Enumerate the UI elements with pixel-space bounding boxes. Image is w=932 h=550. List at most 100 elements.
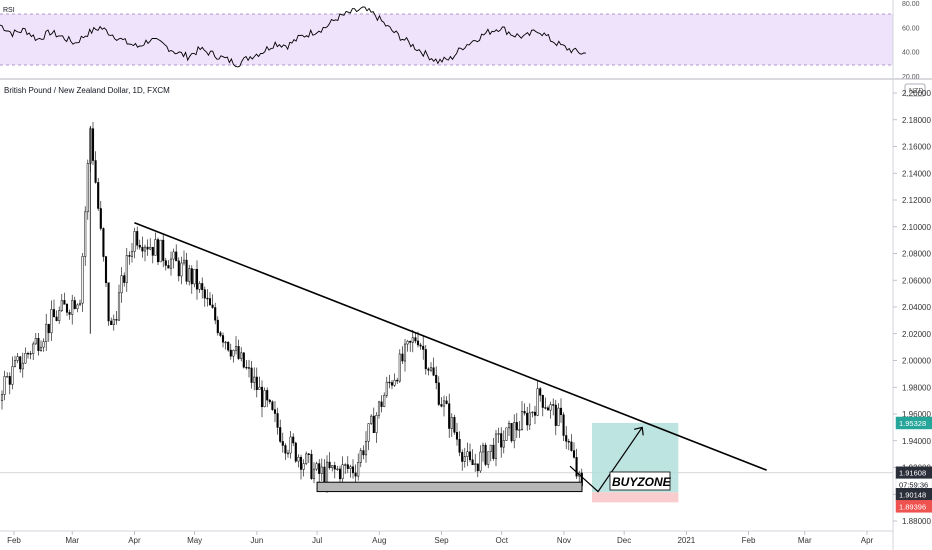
time-tick-label: Mar (65, 536, 79, 545)
candle-body (318, 463, 321, 474)
candle-body (130, 251, 134, 257)
candle-body (136, 231, 139, 246)
candle-body (463, 456, 466, 462)
rsi-band (0, 14, 893, 65)
price-tick-label: 1.98000 (902, 383, 931, 392)
candle-body (422, 345, 425, 350)
candle-body (570, 441, 573, 451)
candle-body (281, 441, 284, 446)
candle-body (29, 353, 32, 355)
candle-body (307, 453, 310, 455)
candle-body (6, 376, 9, 378)
candle-body (497, 433, 500, 435)
candle-body (16, 356, 19, 361)
projection-arrowhead (634, 426, 644, 436)
candle-body (128, 255, 131, 257)
candle-body (71, 300, 74, 315)
candle-body (435, 374, 438, 384)
candle-body (242, 352, 245, 368)
candle-body (518, 429, 521, 431)
candle-body (370, 415, 373, 424)
time-tick-label: Nov (557, 536, 571, 545)
candle-body (536, 388, 539, 416)
candle-body (484, 444, 487, 465)
candle-body (476, 463, 479, 472)
candle-body (94, 160, 97, 183)
candle-body (154, 239, 157, 256)
candle-body (541, 395, 544, 408)
time-tick-label: Feb (742, 536, 756, 545)
candle-body (510, 423, 513, 442)
time-axis[interactable]: Feb Mar Apr May Jun Jul Aug Sep Oct Nov Dec 2021 Feb… (7, 531, 874, 545)
candle-body (377, 401, 381, 416)
buy-zone-label: BUYZONE (612, 475, 672, 489)
candle-body (208, 298, 212, 306)
candle-body (117, 292, 121, 321)
candle-body (42, 341, 45, 348)
candle-body (99, 208, 102, 229)
candle-body (297, 456, 300, 462)
candle-body (362, 450, 365, 456)
candle-body (416, 340, 420, 346)
candle-body (546, 407, 550, 411)
candle-body (86, 163, 89, 213)
candle-body (97, 182, 100, 209)
projection-arrow (569, 427, 643, 493)
rsi-tick-label: 20.00 (902, 74, 920, 81)
candle-body (198, 283, 201, 290)
time-tick-label: Jun (250, 536, 263, 545)
candle-body (562, 414, 565, 436)
candle-body (227, 341, 230, 351)
time-tick-label: Oct (495, 536, 508, 545)
candle-body (279, 427, 282, 442)
candle-body (531, 411, 534, 414)
candle-body (315, 463, 318, 470)
candle-body (201, 283, 204, 290)
time-tick-label: May (187, 536, 202, 545)
candle-body (214, 307, 217, 321)
symbol-title: British Pound / New Zealand Dollar, 1D, … (4, 86, 170, 95)
candle-body (466, 451, 469, 457)
candle-body (398, 353, 401, 382)
candle-body (11, 366, 14, 385)
candle-body (492, 444, 495, 459)
candle-body (338, 468, 342, 480)
candle-body (164, 260, 167, 266)
time-tick-label: Apr (128, 536, 141, 545)
price-tick-label: 2.14000 (902, 169, 931, 178)
currency-badge[interactable]: NZD (909, 88, 923, 95)
price-axis[interactable]: 2.20000 2.18000 2.16000 2.14000 2.12000 2.100… (893, 89, 931, 526)
currency-badge-box (904, 83, 926, 97)
candle-body (180, 262, 183, 277)
candle-body (120, 275, 123, 294)
candle-body (271, 401, 274, 410)
candle-body (110, 320, 113, 325)
candle-body (559, 407, 563, 416)
candle-body (268, 399, 271, 403)
candle-body (224, 341, 227, 344)
price-tick-label: 2.16000 (902, 143, 931, 152)
candle-body (219, 332, 222, 336)
candle-body (216, 319, 219, 334)
candle-body (3, 376, 6, 395)
candle-body (557, 407, 560, 426)
price-tag-box (895, 500, 932, 513)
candle-body (440, 404, 443, 407)
candle-body (250, 367, 253, 383)
price-tick-label: 1.96000 (902, 410, 931, 419)
price-tick-label: 1.94000 (902, 437, 931, 446)
candle-body (357, 462, 360, 477)
time-tick-label: Mar (798, 536, 812, 545)
candle-body (240, 352, 243, 359)
candle-body (450, 417, 453, 429)
candle-body (390, 382, 394, 386)
candle-body (419, 344, 422, 347)
candle-body (393, 379, 396, 386)
candle-body (406, 340, 409, 345)
candle-body (26, 353, 30, 355)
price-tick-label: 2.00000 (902, 357, 931, 366)
rsi-label: RSI (3, 7, 15, 14)
candle-body (115, 319, 118, 321)
candle-body (247, 367, 251, 369)
